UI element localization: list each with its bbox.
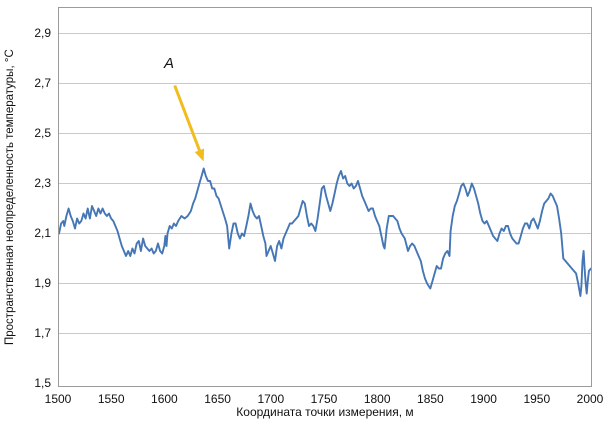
plot-area: [58, 7, 592, 387]
arrow-head: [194, 148, 205, 162]
y-tick-label: 2,1: [34, 225, 51, 240]
y-tick-label: 1,7: [34, 325, 51, 340]
x-tick-label: 1750: [310, 392, 338, 406]
x-tick-label: 1700: [257, 392, 285, 406]
y-tick-label: 2,3: [34, 175, 51, 190]
y-tick-label: 2,7: [34, 75, 51, 90]
horizontal-gridlines: [59, 33, 591, 334]
x-tick-label: 1900: [470, 392, 497, 406]
x-tick-label: 1850: [417, 392, 444, 406]
x-tick-label: 1550: [97, 392, 125, 406]
arrow-shaft: [173, 84, 203, 155]
line-chart-canvas: [59, 33, 591, 334]
annotation-arrow: [173, 84, 205, 162]
x-tick-label: 1500: [44, 392, 72, 406]
y-tick-label: 1,5: [34, 375, 51, 390]
y-tick-label: 1,9: [34, 275, 51, 290]
x-tick-label: 1950: [523, 392, 551, 406]
y-tick-label: 2,9: [34, 25, 51, 40]
x-tick-label: 1600: [151, 392, 178, 406]
annotation-label-A: A: [163, 55, 174, 72]
y-tick-label: 2,5: [34, 125, 51, 140]
x-axis-title: Координата точки измерения, м: [236, 405, 414, 419]
x-tick-label: 1650: [204, 392, 231, 406]
data-series-line: [59, 167, 591, 297]
x-tick-label: 2000: [576, 392, 604, 406]
x-tick-label: 1800: [363, 392, 391, 406]
